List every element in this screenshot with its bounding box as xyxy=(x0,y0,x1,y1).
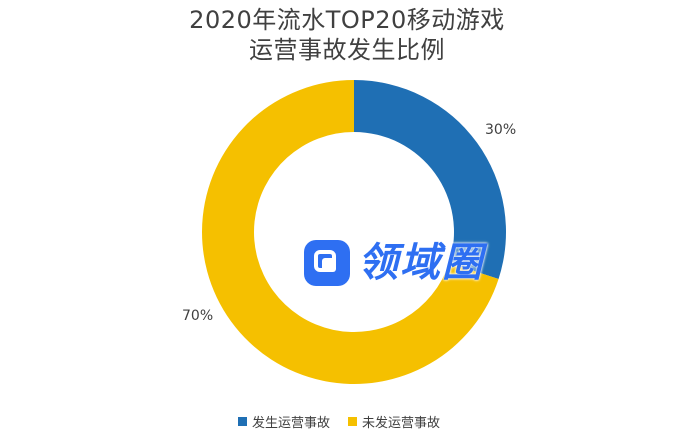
donut-slice-2 xyxy=(202,80,499,384)
legend-swatch-1 xyxy=(238,417,247,426)
legend-label-1: 发生运营事故 xyxy=(252,416,331,431)
legend-swatch-2 xyxy=(348,417,358,426)
watermark-logo: 领域圈 xyxy=(304,237,509,289)
logo-icon xyxy=(304,240,350,286)
data-label-slice-2: 70% xyxy=(182,308,214,324)
legend-item-2: 未发运营事故 xyxy=(348,412,440,431)
donut-slice-1 xyxy=(354,80,506,279)
chart-title-line2: 运营事故发生比例 xyxy=(249,36,445,64)
chart-title-line1: 2020年流水TOP20移动游戏 xyxy=(189,6,505,34)
legend-item-1: 发生运营事故 xyxy=(238,412,330,431)
chart-legend: 发生运营事故 未发运营事故 xyxy=(238,412,458,431)
legend-label-2: 未发运营事故 xyxy=(362,416,441,431)
watermark-text: 领域圈 xyxy=(358,240,484,286)
data-label-slice-1: 30% xyxy=(485,122,517,138)
